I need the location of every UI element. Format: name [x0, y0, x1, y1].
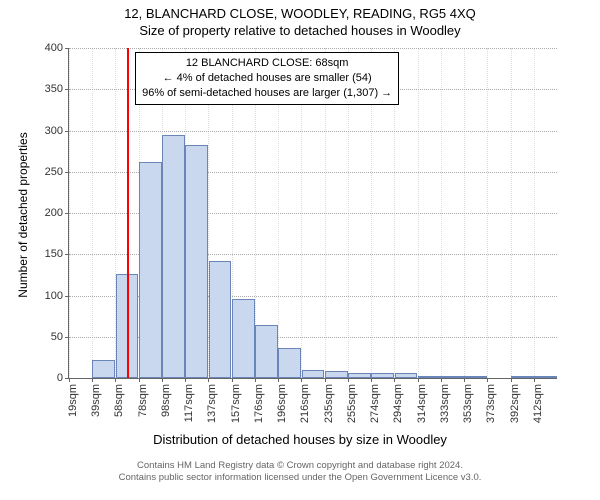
- x-tick-mark: [418, 378, 419, 382]
- histogram-bar: [255, 325, 278, 378]
- histogram-bar: [371, 373, 394, 378]
- y-tick-label: 100: [45, 290, 63, 302]
- x-tick-label: 58sqm: [113, 384, 125, 417]
- annotation-box: 12 BLANCHARD CLOSE: 68sqm← 4% of detache…: [135, 52, 399, 105]
- title-address: 12, BLANCHARD CLOSE, WOODLEY, READING, R…: [0, 0, 600, 21]
- chart-plot-area: 19sqm39sqm58sqm78sqm98sqm117sqm137sqm157…: [68, 48, 557, 379]
- x-tick-mark: [371, 378, 372, 382]
- x-tick-label: 353sqm: [462, 384, 474, 423]
- histogram-bar: [232, 299, 255, 378]
- y-tick-mark: [65, 296, 69, 297]
- histogram-bar: [441, 376, 464, 378]
- x-tick-label: 294sqm: [392, 384, 404, 423]
- x-tick-label: 137sqm: [206, 384, 218, 423]
- y-tick-label: 300: [45, 125, 63, 137]
- x-tick-mark: [464, 378, 465, 382]
- x-tick-mark: [534, 378, 535, 382]
- x-tick-mark: [325, 378, 326, 382]
- y-tick-label: 50: [51, 331, 63, 343]
- x-tick-label: 412sqm: [532, 384, 544, 423]
- histogram-bar: [92, 360, 115, 378]
- histogram-bar: [325, 371, 348, 378]
- y-tick-mark: [65, 131, 69, 132]
- x-tick-label: 19sqm: [67, 384, 79, 417]
- y-tick-mark: [65, 337, 69, 338]
- annotation-line1: 12 BLANCHARD CLOSE: 68sqm: [142, 56, 392, 71]
- reference-line: [127, 48, 129, 378]
- histogram-bar: [395, 373, 418, 378]
- x-tick-mark: [441, 378, 442, 382]
- y-tick-label: 250: [45, 166, 63, 178]
- x-tick-label: 176sqm: [253, 384, 265, 423]
- histogram-bar: [302, 370, 325, 378]
- annotation-line3: 96% of semi-detached houses are larger (…: [142, 86, 392, 101]
- x-tick-label: 98sqm: [160, 384, 172, 417]
- y-tick-mark: [65, 378, 69, 379]
- x-tick-mark: [92, 378, 93, 382]
- x-tick-label: 196sqm: [276, 384, 288, 423]
- x-tick-label: 78sqm: [137, 384, 149, 417]
- x-tick-label: 392sqm: [509, 384, 521, 423]
- x-tick-label: 117sqm: [183, 384, 195, 422]
- x-tick-mark: [208, 378, 209, 382]
- footer-line1: Contains HM Land Registry data © Crown c…: [0, 460, 600, 472]
- x-tick-mark: [511, 378, 512, 382]
- gridline-horizontal: [69, 131, 557, 132]
- x-tick-label: 39sqm: [90, 384, 102, 417]
- y-tick-mark: [65, 172, 69, 173]
- x-axis-label: Distribution of detached houses by size …: [0, 432, 600, 447]
- y-tick-label: 400: [45, 42, 63, 54]
- x-tick-label: 255sqm: [346, 384, 358, 423]
- y-tick-mark: [65, 213, 69, 214]
- histogram-bar: [348, 373, 371, 378]
- histogram-bar: [534, 376, 557, 378]
- y-tick-label: 150: [45, 248, 63, 260]
- x-tick-mark: [139, 378, 140, 382]
- annotation-line2: ← 4% of detached houses are smaller (54): [142, 71, 392, 86]
- y-axis-label: Number of detached properties: [16, 132, 30, 297]
- gridline-horizontal: [69, 48, 557, 49]
- y-tick-label: 350: [45, 83, 63, 95]
- x-tick-label: 314sqm: [416, 384, 428, 423]
- histogram-bar: [185, 145, 208, 378]
- x-tick-label: 373sqm: [485, 384, 497, 423]
- x-tick-mark: [69, 378, 70, 382]
- y-tick-label: 200: [45, 207, 63, 219]
- footer-line2: Contains public sector information licen…: [0, 472, 600, 484]
- histogram-bar: [278, 348, 301, 378]
- histogram-bar: [139, 162, 162, 378]
- histogram-bar: [162, 135, 185, 378]
- histogram-bar: [209, 261, 232, 378]
- x-tick-mark: [278, 378, 279, 382]
- x-tick-label: 235sqm: [323, 384, 335, 423]
- x-tick-mark: [185, 378, 186, 382]
- x-tick-mark: [487, 378, 488, 382]
- y-tick-mark: [65, 254, 69, 255]
- x-tick-label: 157sqm: [230, 384, 242, 423]
- x-tick-mark: [394, 378, 395, 382]
- x-tick-label: 216sqm: [299, 384, 311, 423]
- x-tick-mark: [162, 378, 163, 382]
- histogram-bar: [418, 376, 441, 378]
- histogram-bar: [511, 376, 534, 378]
- x-tick-label: 333sqm: [439, 384, 451, 423]
- x-tick-mark: [232, 378, 233, 382]
- x-tick-mark: [255, 378, 256, 382]
- histogram-bar: [464, 376, 487, 378]
- y-tick-mark: [65, 48, 69, 49]
- x-tick-mark: [301, 378, 302, 382]
- y-tick-mark: [65, 89, 69, 90]
- x-tick-mark: [348, 378, 349, 382]
- x-tick-label: 274sqm: [369, 384, 381, 423]
- x-tick-mark: [115, 378, 116, 382]
- footer-attribution: Contains HM Land Registry data © Crown c…: [0, 460, 600, 484]
- title-subtitle: Size of property relative to detached ho…: [0, 21, 600, 38]
- y-tick-label: 0: [57, 372, 63, 384]
